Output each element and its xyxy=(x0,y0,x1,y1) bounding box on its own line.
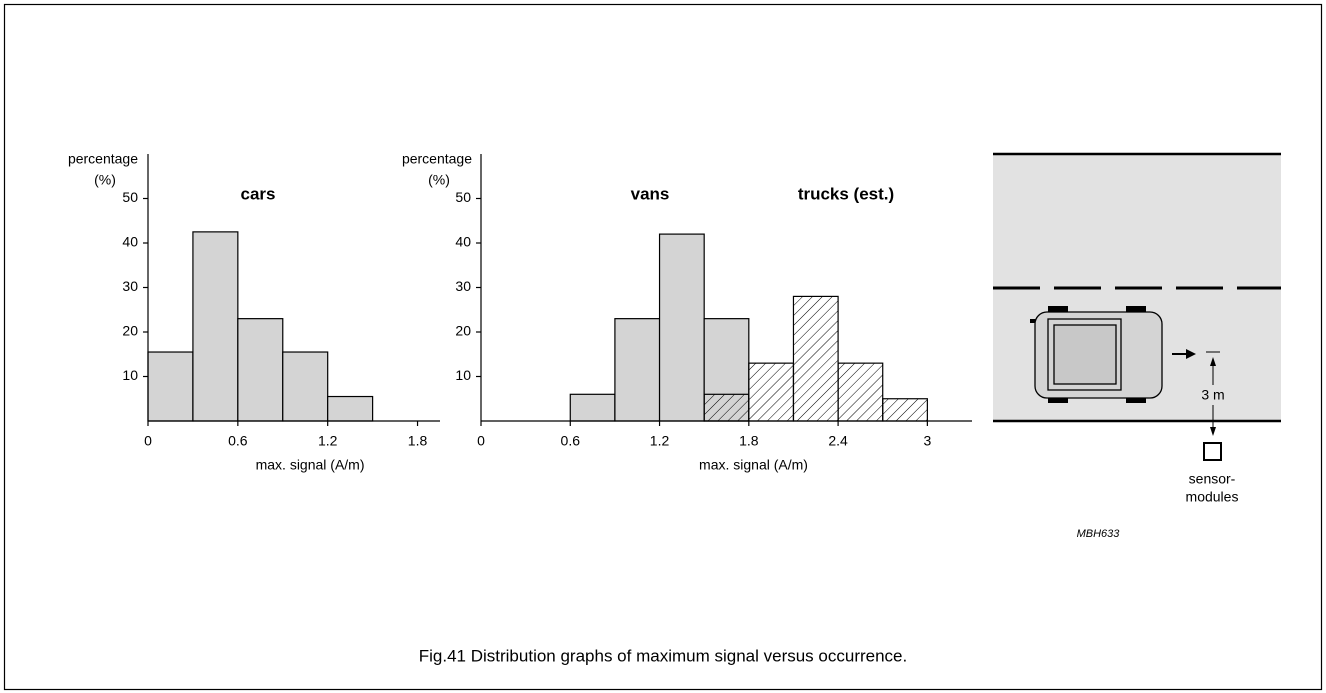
frame xyxy=(3,3,1323,691)
x-tick-label: 1.8 xyxy=(739,433,759,449)
chart-title: cars xyxy=(241,184,276,203)
histogram-bar xyxy=(192,231,239,422)
x-axis-label: max. signal (A/m) xyxy=(699,457,808,473)
figure-code: MBH633 xyxy=(1077,528,1121,540)
histogram-bar xyxy=(792,295,839,422)
y-tick-label: 30 xyxy=(122,278,138,294)
distance-label: 3 m xyxy=(1201,387,1224,403)
car xyxy=(1030,306,1163,403)
x-tick-label: 0 xyxy=(477,433,485,449)
road-diagram: 3 m sensor- modules MBH633 xyxy=(993,152,1281,540)
caption: Fig.41 Distribution graphs of maximum si… xyxy=(419,646,907,665)
y-axis-label: (%) xyxy=(428,172,450,188)
histogram-bar xyxy=(569,393,616,422)
dimension-arrow xyxy=(1210,357,1216,366)
histogram-bar xyxy=(147,351,194,422)
histogram-bar xyxy=(882,398,928,422)
sensor-label: sensor- xyxy=(1189,471,1236,487)
x-tick-label: 2.4 xyxy=(828,433,848,449)
y-tick-label: 20 xyxy=(455,323,471,339)
sensor-module xyxy=(1203,442,1222,461)
x-tick-label: 1.8 xyxy=(408,433,428,449)
x-tick-label: 1.2 xyxy=(650,433,670,449)
y-tick-label: 10 xyxy=(455,367,471,383)
y-axis-label: (%) xyxy=(94,172,116,188)
histogram-bar xyxy=(327,395,374,422)
y-tick-label: 10 xyxy=(122,367,138,383)
y-tick-label: 50 xyxy=(122,189,138,205)
histogram-bar xyxy=(703,393,750,422)
direction-arrow xyxy=(1186,349,1196,359)
y-tick-label: 20 xyxy=(122,323,138,339)
y-axis-label: percentage xyxy=(68,151,138,167)
y-tick-label: 50 xyxy=(455,189,471,205)
x-axis-label: max. signal (A/m) xyxy=(256,457,365,473)
histogram-bar xyxy=(837,362,884,422)
histogram-bar xyxy=(658,233,705,422)
histogram-bar xyxy=(614,318,661,422)
sensor-label: modules xyxy=(1186,489,1239,505)
x-tick-label: 0.6 xyxy=(228,433,248,449)
histogram-bar xyxy=(748,362,795,422)
dimension-arrow xyxy=(1210,427,1216,436)
y-tick-label: 30 xyxy=(455,278,471,294)
y-tick-label: 40 xyxy=(122,234,138,250)
histogram-bar xyxy=(282,351,329,422)
x-tick-label: 0.6 xyxy=(561,433,581,449)
y-axis-label: percentage xyxy=(402,151,472,167)
x-tick-label: 0 xyxy=(144,433,152,449)
y-tick-label: 40 xyxy=(455,234,471,250)
histogram-bar xyxy=(237,318,284,422)
series-label: vans xyxy=(631,184,670,203)
x-tick-label: 3 xyxy=(923,433,931,449)
x-tick-label: 1.2 xyxy=(318,433,338,449)
series-label: trucks (est.) xyxy=(798,184,894,203)
